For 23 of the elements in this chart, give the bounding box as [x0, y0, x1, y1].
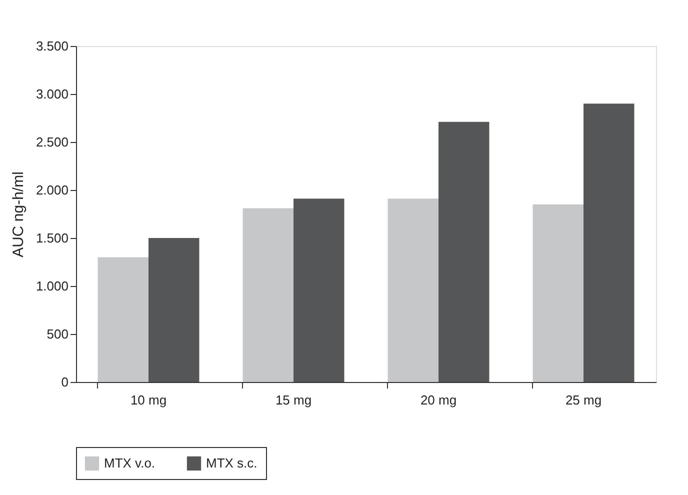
- bar: [98, 257, 148, 382]
- y-tick-label: 1.000: [36, 278, 68, 294]
- y-tick-label: 3.500: [36, 38, 68, 54]
- y-tick-label: 2.500: [36, 134, 68, 150]
- bar: [388, 198, 438, 382]
- y-tick-label: 1.500: [36, 230, 68, 246]
- bar: [242, 208, 294, 382]
- legend-label: MTX v.o.: [104, 455, 156, 470]
- bar: [148, 238, 200, 382]
- x-tick-label: 20 mg: [420, 392, 457, 408]
- y-axis-title: AUC ng-h/ml: [10, 172, 27, 258]
- bar: [584, 104, 634, 382]
- y-tick-label: 2.000: [36, 182, 68, 198]
- y-tick-label: 500: [46, 326, 68, 342]
- x-tick-label: 10 mg: [130, 392, 167, 408]
- legend-label: MTX s.c.: [206, 455, 258, 470]
- bar: [532, 204, 584, 382]
- x-tick-label: 15 mg: [275, 392, 312, 408]
- bar: [294, 198, 344, 382]
- bar: [438, 122, 490, 382]
- x-tick-label: 25 mg: [565, 392, 602, 408]
- y-tick-label: 0: [61, 374, 68, 390]
- y-tick-label: 3.000: [36, 86, 68, 102]
